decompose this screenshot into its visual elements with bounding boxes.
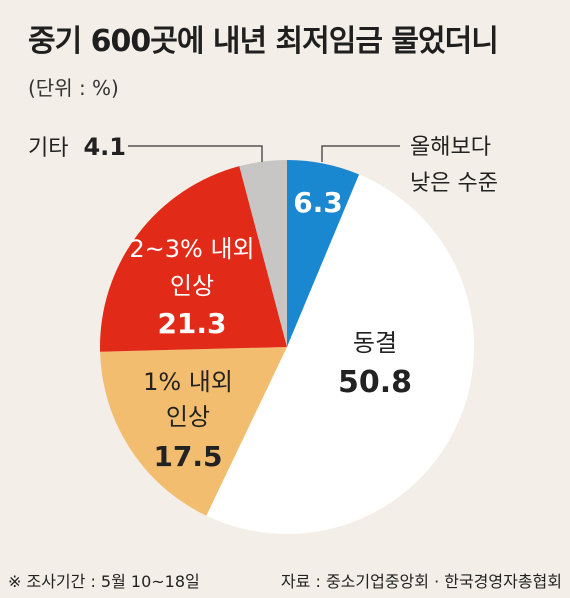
label-lower-line2: 낮은 수준 xyxy=(410,171,498,196)
label-other: 기타 4.1 xyxy=(28,133,126,161)
pie-slice-3 xyxy=(100,166,287,352)
pie-slice-0 xyxy=(287,160,360,347)
label-freeze-value: 50.8 xyxy=(338,365,412,400)
label-one-pct-value: 17.5 xyxy=(153,440,222,473)
label-lower-line1: 올해보다 xyxy=(410,135,491,160)
pie-slice-2 xyxy=(100,347,287,516)
label-freeze-name: 동결 xyxy=(353,329,397,357)
pie-slice-1 xyxy=(206,174,475,535)
label-one-pct-line1: 1% 내외 xyxy=(143,368,233,396)
label-other-name: 기타 xyxy=(28,136,68,161)
label-two-three-value: 21.3 xyxy=(157,307,226,340)
leader-line-other xyxy=(128,145,263,162)
survey-period-note: ※ 조사기간 : 5월 10~18일 xyxy=(8,572,200,591)
unit-label: (단위 : %) xyxy=(28,76,119,100)
label-lower-value: 6.3 xyxy=(293,186,343,219)
chart-title: 중기 600곳에 내년 최저임금 물었더니 xyxy=(28,24,499,59)
pie-slices xyxy=(100,160,475,535)
label-two-three-line1: 2~3% 내외 xyxy=(129,235,254,263)
label-two-three-line2: 인상 xyxy=(170,272,214,300)
source-note: 자료 : 중소기업중앙회 · 한국경영자총협회 xyxy=(280,572,562,591)
label-one-pct-line2: 인상 xyxy=(166,403,210,431)
footer: ※ 조사기간 : 5월 10~18일 자료 : 중소기업중앙회 · 한국경영자총… xyxy=(8,568,562,592)
leader-line-lower xyxy=(321,145,400,162)
pie-slice-4 xyxy=(239,160,287,347)
label-other-value: 4.1 xyxy=(83,133,126,161)
